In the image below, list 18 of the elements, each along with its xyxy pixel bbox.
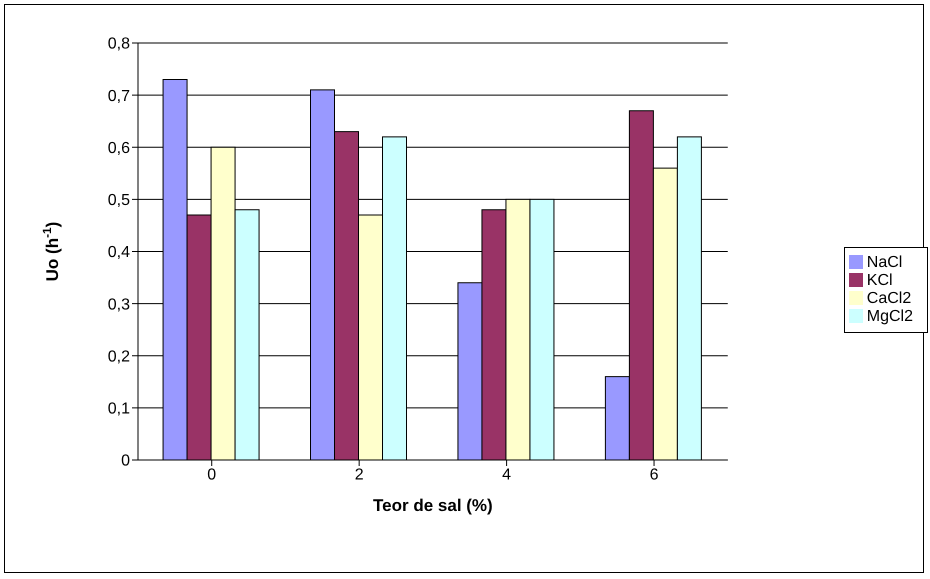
legend-label: CaCl2: [866, 290, 912, 306]
x-axis-title: Teor de sal (%): [373, 496, 493, 515]
legend-label: KCl: [866, 272, 893, 288]
x-tick-label: 6: [650, 466, 659, 484]
y-tick-label: 0,5: [108, 192, 130, 210]
y-tick-label: 0,8: [108, 36, 130, 53]
y-tick-label: 0,1: [108, 400, 130, 418]
y-tick-label: 0,3: [108, 296, 130, 314]
x-tick-label: 4: [502, 466, 512, 484]
x-tick-label: 2: [354, 466, 364, 484]
legend-label: MgCl2: [866, 308, 913, 324]
y-tick-label: 0,4: [108, 244, 130, 262]
legend-label: NaCl: [866, 254, 902, 270]
y-tick-label: 0,7: [108, 88, 130, 105]
y-tick-label: 0: [121, 452, 130, 470]
y-tick-label: 0,2: [108, 348, 130, 366]
y-tick-label: 0,6: [108, 140, 130, 157]
x-tick-label: 0: [207, 466, 216, 484]
